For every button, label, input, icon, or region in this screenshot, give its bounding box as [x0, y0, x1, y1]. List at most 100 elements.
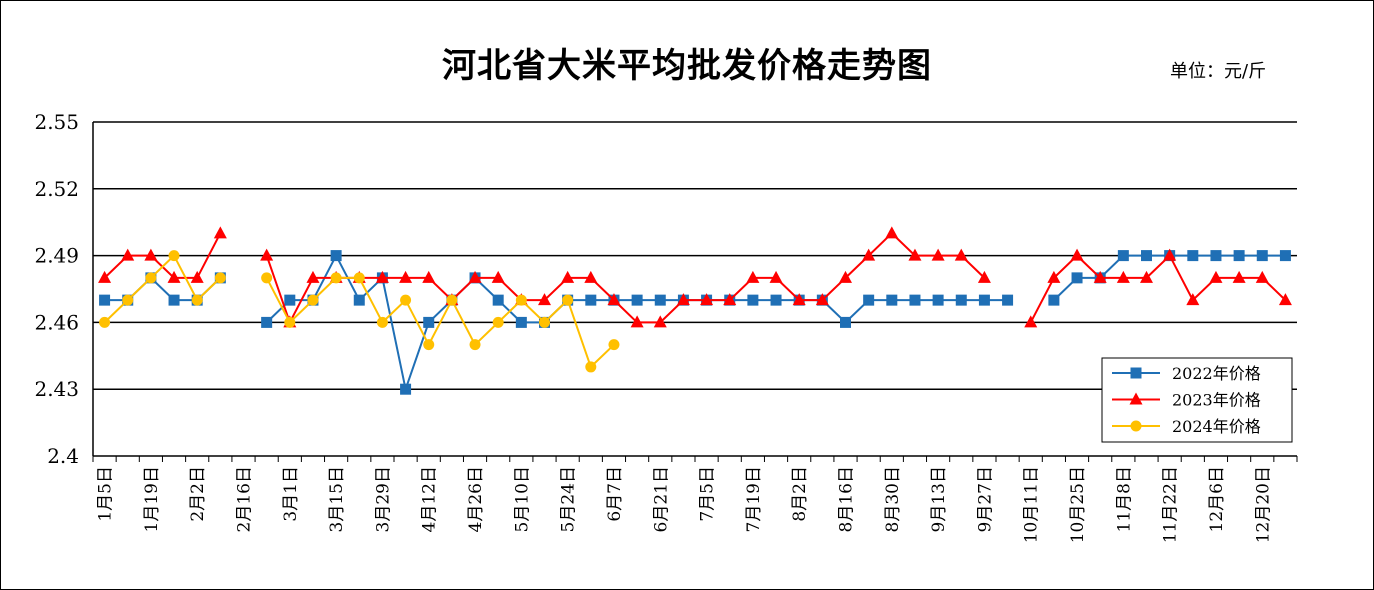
- series-line: [104, 276, 221, 302]
- data-point-triangle: [908, 248, 922, 261]
- data-point-circle: [585, 361, 597, 373]
- data-point-triangle: [491, 270, 505, 283]
- x-tick-label: 8月2日: [790, 466, 810, 522]
- data-point-circle: [284, 316, 296, 328]
- data-point-square: [1002, 294, 1014, 306]
- data-point-triangle: [977, 270, 991, 283]
- data-point-square: [654, 294, 666, 306]
- unit-label: 单位：元/斤: [1170, 61, 1267, 82]
- x-tick-label: 4月26日: [466, 466, 486, 532]
- data-point-triangle: [1047, 270, 1061, 283]
- data-point-triangle: [839, 270, 852, 283]
- data-point-triangle: [422, 270, 436, 283]
- data-point-triangle: [584, 270, 598, 283]
- data-point-circle: [214, 272, 226, 284]
- data-point-square: [932, 294, 944, 306]
- data-point-square: [1256, 250, 1268, 262]
- x-tick-labels: 1月5日 1月19日 2月2日 2月16日 3月1日 3月15日 3月29日 4月12日 4月2…: [96, 466, 1274, 543]
- data-point-square: [168, 294, 180, 306]
- data-point-triangle: [769, 270, 783, 283]
- data-point-square: [400, 383, 412, 395]
- data-point-triangle: [1232, 270, 1246, 283]
- data-point-triangle: [723, 293, 737, 306]
- data-point-triangle: [1116, 270, 1130, 283]
- legend-label: 2022年价格: [1172, 364, 1261, 383]
- data-point-square: [492, 294, 504, 306]
- data-point-square: [1130, 367, 1142, 379]
- y-tick-label: 2.46: [34, 310, 79, 334]
- data-point-square: [1210, 250, 1222, 262]
- data-point-triangle: [144, 248, 158, 261]
- data-point-circle: [330, 272, 342, 284]
- data-point-square: [909, 294, 921, 306]
- data-point-square: [1048, 294, 1060, 306]
- data-point-square: [1187, 250, 1199, 262]
- data-point-square: [955, 294, 967, 306]
- data-point-circle: [562, 294, 574, 306]
- x-tick-label: 7月5日: [698, 466, 718, 522]
- data-point-square: [770, 294, 782, 306]
- data-point-triangle: [815, 293, 829, 306]
- series-line: [1029, 253, 1287, 323]
- data-point-circle: [122, 294, 134, 306]
- data-point-triangle: [167, 270, 181, 283]
- data-point-triangle: [1278, 293, 1292, 306]
- data-point-triangle: [190, 270, 204, 283]
- data-point-triangle: [1209, 270, 1223, 283]
- data-point-circle: [261, 272, 273, 284]
- data-point-triangle: [121, 248, 135, 261]
- data-point-square: [284, 294, 296, 306]
- data-point-triangle: [700, 293, 714, 306]
- y-tick-labels: 2.55 2.52 2.49 2.46 2.43 2.4: [34, 110, 79, 468]
- x-tick-label: 8月16日: [837, 466, 857, 532]
- y-tick-label: 2.55: [34, 110, 79, 134]
- data-point-triangle: [1129, 392, 1143, 405]
- data-point-circle: [1130, 420, 1142, 432]
- data-point-triangle: [931, 248, 945, 261]
- x-tick-label: 10月11日: [1022, 466, 1042, 543]
- x-tick-label: 11月8日: [1114, 466, 1134, 532]
- data-point-square: [1117, 250, 1129, 262]
- data-point-square: [886, 294, 898, 306]
- data-point-circle: [353, 272, 365, 284]
- data-point-triangle: [1255, 270, 1269, 283]
- legend-label: 2023年价格: [1172, 391, 1261, 410]
- x-tick-label: 12月20日: [1253, 466, 1273, 543]
- grid-lines: [93, 121, 1297, 390]
- axes: [92, 122, 1298, 462]
- x-tick-label: 11月22日: [1161, 466, 1181, 543]
- data-point-square: [1071, 272, 1083, 284]
- data-point-square: [423, 316, 435, 328]
- x-tick-label: 1月19日: [142, 466, 162, 532]
- data-point-triangle: [1093, 270, 1107, 283]
- data-point-triangle: [98, 270, 112, 283]
- data-point-triangle: [885, 226, 899, 239]
- x-tick-label: 6月21日: [651, 466, 671, 532]
- chart-title: 河北省大米平均批发价格走势图: [442, 46, 932, 86]
- x-tick-label: 10月25日: [1068, 466, 1088, 543]
- data-point-square: [261, 316, 273, 328]
- data-point-circle: [469, 339, 481, 351]
- data-point-square: [353, 294, 365, 306]
- y-tick-label: 2.52: [34, 177, 79, 201]
- data-point-triangle: [260, 248, 274, 261]
- data-point-circle: [168, 250, 180, 262]
- x-tick-label: 3月1日: [281, 466, 301, 522]
- data-point-square: [515, 316, 527, 328]
- series-group: [98, 226, 1292, 395]
- data-point-triangle: [862, 248, 876, 261]
- data-point-square: [1233, 250, 1245, 262]
- data-point-triangle: [1024, 315, 1038, 328]
- data-point-circle: [423, 339, 435, 351]
- series-3: [99, 250, 620, 373]
- x-tick-label: 8月30日: [883, 466, 903, 532]
- y-tick-label: 2.43: [34, 377, 79, 401]
- data-point-circle: [400, 294, 412, 306]
- data-point-square: [840, 316, 851, 328]
- data-point-triangle: [1163, 248, 1177, 261]
- x-tick-label: 3月15日: [327, 466, 347, 532]
- data-point-square: [863, 294, 875, 306]
- data-point-triangle: [607, 293, 621, 306]
- x-tick-label: 7月19日: [744, 466, 764, 532]
